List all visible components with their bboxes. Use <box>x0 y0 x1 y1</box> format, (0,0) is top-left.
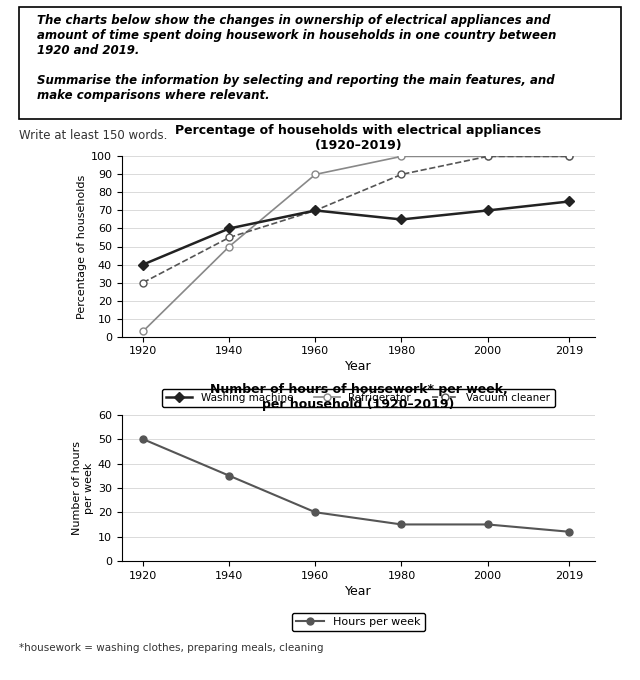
FancyBboxPatch shape <box>19 7 621 119</box>
X-axis label: Year: Year <box>345 360 372 373</box>
Text: Write at least 150 words.: Write at least 150 words. <box>19 129 168 142</box>
Title: Number of hours of housework* per week,
per household (1920–2019): Number of hours of housework* per week, … <box>209 383 508 411</box>
Legend: Hours per week: Hours per week <box>292 613 425 632</box>
Y-axis label: Number of hours
per week: Number of hours per week <box>72 441 93 535</box>
Y-axis label: Percentage of households: Percentage of households <box>77 174 86 319</box>
Text: The charts below show the changes in ownership of electrical appliances and
amou: The charts below show the changes in own… <box>37 14 557 101</box>
X-axis label: Year: Year <box>345 585 372 598</box>
Text: *housework = washing clothes, preparing meals, cleaning: *housework = washing clothes, preparing … <box>19 643 324 653</box>
Title: Percentage of households with electrical appliances
(1920–2019): Percentage of households with electrical… <box>175 124 541 152</box>
Legend: Washing machine, Refrigerator, Vacuum cleaner: Washing machine, Refrigerator, Vacuum cl… <box>162 389 555 407</box>
